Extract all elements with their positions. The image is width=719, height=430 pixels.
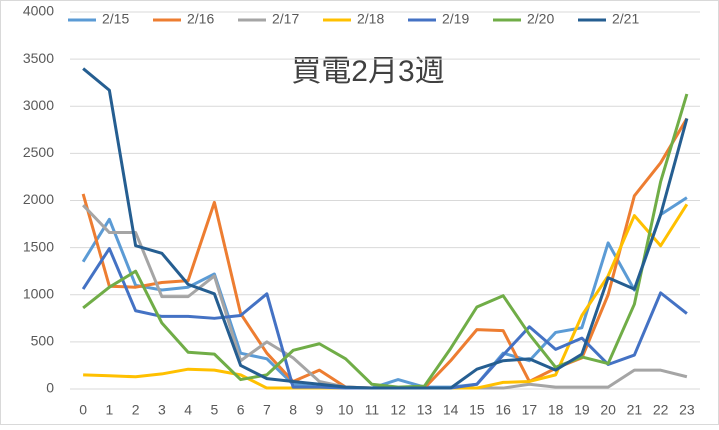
x-tick-label: 18 (548, 402, 564, 418)
y-tick-label: 500 (31, 333, 55, 349)
x-tick-label: 23 (679, 402, 695, 418)
series-line (82, 93, 689, 389)
legend-label: 2/15 (102, 11, 129, 27)
series-line (82, 67, 689, 390)
x-tick-label: 13 (417, 402, 433, 418)
x-tick-label: 6 (237, 402, 245, 418)
x-tick-label: 19 (574, 402, 590, 418)
y-tick-label: 3500 (23, 50, 54, 66)
legend-label: 2/17 (272, 11, 299, 27)
x-tick-label: 8 (289, 402, 297, 418)
y-tick-label: 3000 (23, 97, 54, 113)
x-tick-label: 11 (365, 402, 380, 418)
x-tick-label: 3 (158, 402, 166, 418)
x-tick-label: 20 (600, 402, 616, 418)
y-tick-label: 1000 (23, 285, 54, 301)
x-tick-label: 2 (132, 402, 140, 418)
x-tick-label: 14 (443, 402, 459, 418)
x-tick-label: 5 (210, 402, 218, 418)
x-tick-label: 4 (184, 402, 192, 418)
legend-label: 2/19 (442, 11, 469, 27)
legend-label: 2/16 (187, 11, 214, 27)
series-line (81, 196, 688, 390)
y-tick-label: 2500 (23, 144, 54, 160)
x-tick-label: 0 (79, 402, 87, 418)
y-tick-label: 4000 (23, 3, 54, 19)
x-tick-label: 22 (653, 402, 669, 418)
y-tick-label: 1500 (23, 238, 54, 254)
x-tick-label: 12 (390, 402, 406, 418)
legend-label: 2/21 (612, 11, 639, 27)
x-tick-label: 17 (522, 402, 538, 418)
x-tick-label: 21 (627, 402, 643, 418)
x-tick-label: 9 (315, 402, 323, 418)
y-tick-label: 2000 (23, 191, 54, 207)
y-tick-label: 0 (46, 380, 54, 396)
legend-label: 2/18 (357, 11, 384, 27)
x-tick-label: 7 (263, 402, 271, 418)
x-tick-label: 1 (105, 402, 113, 418)
x-tick-label: 16 (495, 402, 511, 418)
chart-title: 買電2月3週 (291, 55, 444, 88)
legend-label: 2/20 (527, 11, 554, 27)
x-tick-label: 10 (338, 402, 354, 418)
x-tick-label: 15 (469, 402, 485, 418)
